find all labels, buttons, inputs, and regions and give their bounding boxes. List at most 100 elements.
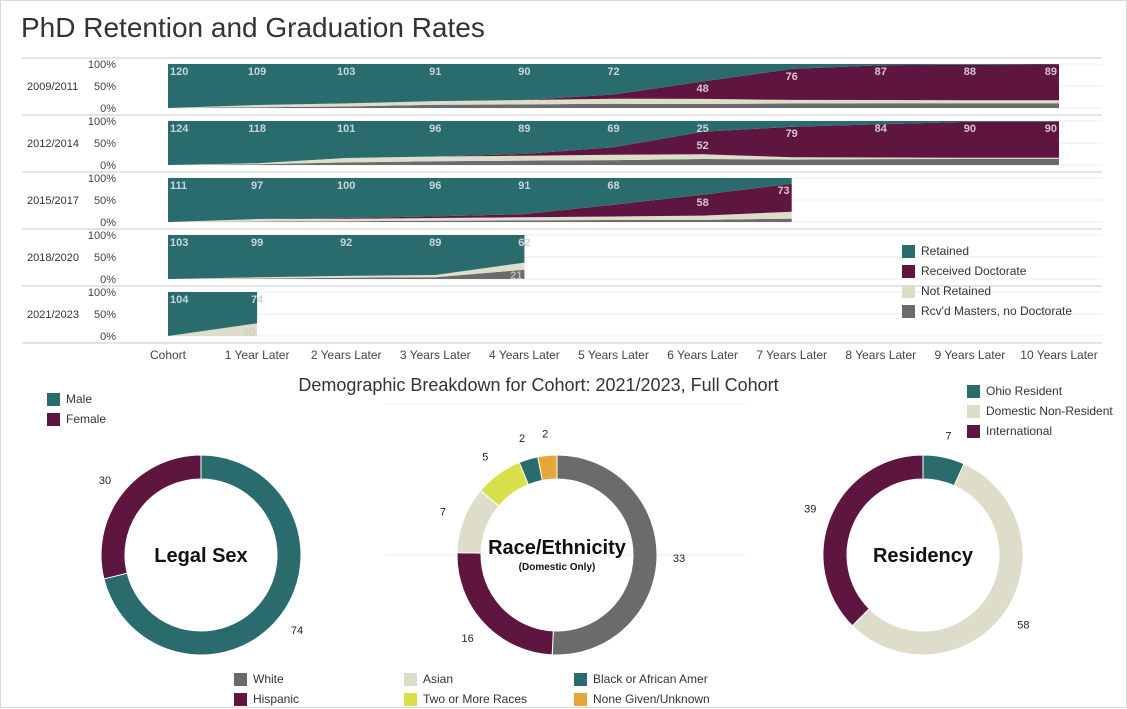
data-label-retained: 96 xyxy=(429,180,441,192)
data-label-retained: 62 xyxy=(518,237,530,249)
y-tick-label: 0% xyxy=(100,103,116,115)
x-tick-label: 8 Years Later xyxy=(845,348,916,362)
data-label-masters: 21 xyxy=(510,270,522,282)
y-tick-label: 100% xyxy=(88,230,116,242)
legend-item-masters: Rcv'd Masters, no Doctorate xyxy=(902,301,1072,321)
legend-swatch xyxy=(967,424,980,438)
legend-item-not-retained: Not Retained xyxy=(902,281,1072,301)
legend-swatch xyxy=(404,692,417,706)
cohort-label: 2021/2023 xyxy=(27,309,79,321)
residency-legend: Ohio Resident Domestic Non-Resident Inte… xyxy=(967,381,1113,441)
area-masters xyxy=(168,159,1059,165)
area-doctorate xyxy=(168,64,1059,108)
legend-label: Received Doctorate xyxy=(921,264,1027,278)
y-tick-label: 100% xyxy=(88,173,116,185)
legend-swatch xyxy=(47,392,60,406)
legend-swatch xyxy=(574,692,587,706)
area-retained xyxy=(168,235,525,279)
legend-label: Hispanic xyxy=(253,692,300,706)
cohort-label: 2015/2017 xyxy=(27,195,79,207)
data-label-retained: 100 xyxy=(337,180,355,192)
data-label-doctorate: 73 xyxy=(777,185,789,197)
cohort-row: 100% 50% 0% 2018/2020 103 99 92 89 62 21 xyxy=(22,228,1102,286)
x-tick-label: 6 Years Later xyxy=(667,348,738,362)
legend-label: Black or African Amer xyxy=(593,672,708,686)
area-not-retained xyxy=(168,211,792,222)
legend-item-none-given: None Given/Unknown xyxy=(574,689,710,709)
legend-label: Asian xyxy=(423,672,454,686)
legend-item-asian: Asian xyxy=(404,669,527,689)
data-label-retained: 103 xyxy=(170,237,188,249)
x-tick-label: Cohort xyxy=(150,348,187,362)
y-tick-label: 50% xyxy=(94,138,116,150)
data-label-doctorate: 87 xyxy=(875,66,887,78)
legend-label: International xyxy=(986,424,1053,438)
data-label-retained: 69 xyxy=(607,123,619,135)
legend-swatch xyxy=(902,304,915,318)
data-label-doctorate: 90 xyxy=(964,123,976,135)
area-masters xyxy=(168,269,525,279)
data-label-doctorate: 76 xyxy=(786,71,798,83)
area-retained xyxy=(168,292,258,336)
area-chart: 100% 50% 0% 2009/2011 120 109 103 91 90 72 48 76 87 8… xyxy=(22,57,1102,362)
data-label-retained: 101 xyxy=(337,123,355,135)
legend-item-male: Male xyxy=(47,389,106,409)
data-label-retained: 89 xyxy=(518,123,530,135)
legend-swatch xyxy=(967,384,980,398)
legend-label: Female xyxy=(66,412,107,426)
legend-label: Not Retained xyxy=(921,284,992,298)
y-tick-label: 0% xyxy=(100,274,116,286)
legend-item-domestic-nonres: Domestic Non-Resident xyxy=(967,401,1113,421)
data-label-retained: 25 xyxy=(696,123,708,135)
data-label-retained: 97 xyxy=(251,180,263,192)
legend-swatch xyxy=(47,412,60,426)
data-label-doctorate: 88 xyxy=(964,66,976,78)
y-tick-label: 50% xyxy=(94,195,116,207)
area-not-retained xyxy=(168,154,1059,165)
area-masters xyxy=(168,103,1059,108)
x-tick-label: 5 Years Later xyxy=(578,348,649,362)
data-label-retained: 104 xyxy=(170,294,189,306)
legend-swatch xyxy=(902,264,915,278)
legend-item-black: Black or African Amer xyxy=(574,669,710,689)
data-label-doctorate: 58 xyxy=(696,197,708,209)
y-tick-label: 100% xyxy=(88,59,116,71)
data-label-doctorate: 79 xyxy=(786,128,798,140)
data-label-retained: 72 xyxy=(607,66,619,78)
sex-legend: Male Female xyxy=(47,389,106,429)
y-tick-label: 50% xyxy=(94,81,116,93)
legend-label: None Given/Unknown xyxy=(593,692,710,706)
legend-label: Rcv'd Masters, no Doctorate xyxy=(921,304,1073,318)
area-doctorate xyxy=(168,121,1059,165)
area-masters xyxy=(168,218,792,222)
legend-item-ohio: Ohio Resident xyxy=(967,381,1113,401)
race-legend-col1: White Hispanic xyxy=(234,669,299,709)
data-label-retained: 68 xyxy=(607,180,619,192)
legend-label: Domestic Non-Resident xyxy=(986,404,1113,418)
demographic-title: Demographic Breakdown for Cohort: 2021/2… xyxy=(298,375,779,395)
legend-item-international: International xyxy=(967,421,1113,441)
legend-label: Retained xyxy=(921,244,970,258)
legend-item-retained: Retained xyxy=(902,241,1072,261)
cohort-label: 2009/2011 xyxy=(27,81,78,93)
x-tick-label: 1 Year Later xyxy=(225,348,290,362)
data-label-retained: 91 xyxy=(429,66,441,78)
legend-label: Male xyxy=(66,392,93,406)
x-tick-label: 3 Years Later xyxy=(400,348,471,362)
data-label-doctorate: 52 xyxy=(696,140,708,152)
cohort-row: 100% 50% 0% 2012/2014 124 118 101 96 89 69 25 52 79 8… xyxy=(22,114,1102,172)
data-label-retained: 92 xyxy=(340,237,352,249)
legend-swatch xyxy=(902,284,915,298)
legend-swatch xyxy=(404,672,417,686)
legend-label: Ohio Resident xyxy=(986,384,1063,398)
cohort-row: 100% 50% 0% 2015/2017 111 97 100 96 91 68 58 73 xyxy=(22,171,1102,229)
data-label-retained: 90 xyxy=(518,66,530,78)
legend-label: White xyxy=(253,672,284,686)
y-tick-label: 50% xyxy=(94,252,116,264)
data-label-retained: 74 xyxy=(251,294,264,306)
data-label-retained: 120 xyxy=(170,66,188,78)
legend-label: Two or More Races xyxy=(423,692,528,706)
data-label-doctorate: 84 xyxy=(875,123,888,135)
data-label-retained: 89 xyxy=(429,237,441,249)
data-label-retained: 99 xyxy=(251,237,263,249)
